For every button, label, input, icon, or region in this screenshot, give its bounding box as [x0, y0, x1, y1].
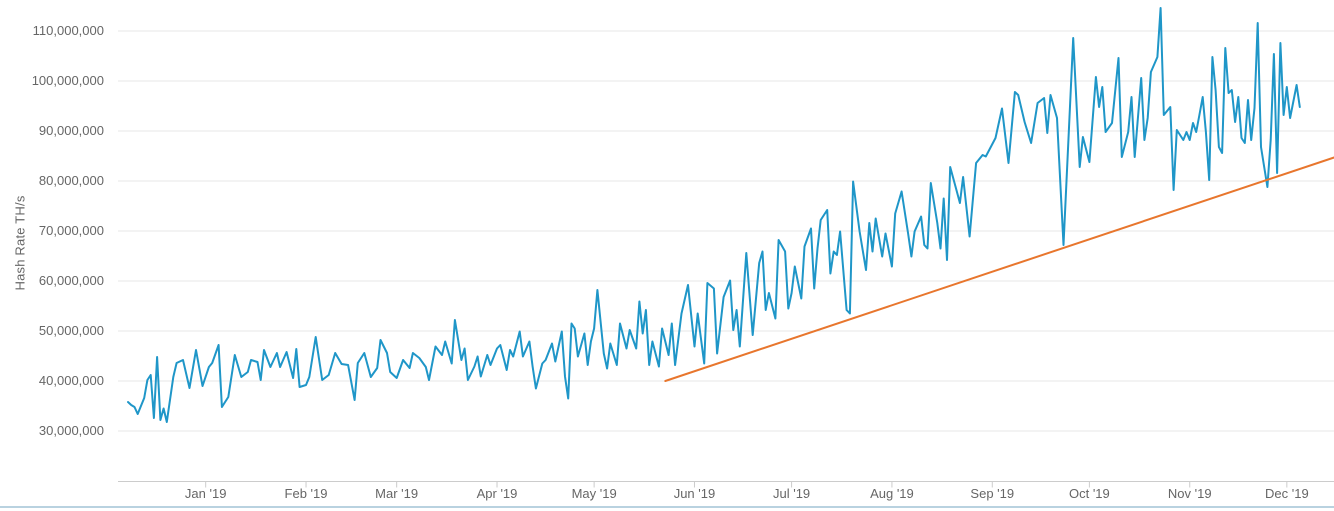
x-axis-tick-label: Jan '19 [184, 486, 227, 501]
x-axis-tick-label: Apr '19 [476, 486, 518, 501]
y-axis-tick-label: 100,000,000 [31, 73, 104, 88]
series-hash-rate [127, 7, 1301, 423]
y-axis-tick-label: 50,000,000 [38, 323, 104, 338]
x-axis-tick-label: Nov '19 [1167, 486, 1212, 501]
x-axis-tick-label: Sep '19 [970, 486, 1015, 501]
x-axis-tick-label: Mar '19 [375, 486, 419, 501]
x-axis-tick-label: Jul '19 [772, 486, 811, 501]
x-axis-tick-label: Aug '19 [870, 486, 914, 501]
y-axis-tick-label: 80,000,000 [38, 173, 104, 188]
x-axis-tick-label: Feb '19 [284, 486, 328, 501]
series-trendline [664, 156, 1334, 382]
x-axis-tick-label: Jun '19 [673, 486, 716, 501]
y-axis-tick-label: 70,000,000 [38, 223, 104, 238]
y-axis-tick-label: 30,000,000 [38, 423, 104, 438]
y-axis-tick-label: 90,000,000 [38, 123, 104, 138]
y-axis-tick-label: 40,000,000 [38, 373, 104, 388]
x-axis-tick-label: May '19 [571, 486, 617, 501]
x-axis-tick-label: Dec '19 [1265, 486, 1309, 501]
bottom-divider [0, 506, 1334, 508]
y-axis-tick-label: 110,000,000 [32, 23, 104, 38]
y-axis-tick-label: 60,000,000 [38, 273, 104, 288]
x-axis-tick-label: Oct '19 [1068, 486, 1110, 501]
